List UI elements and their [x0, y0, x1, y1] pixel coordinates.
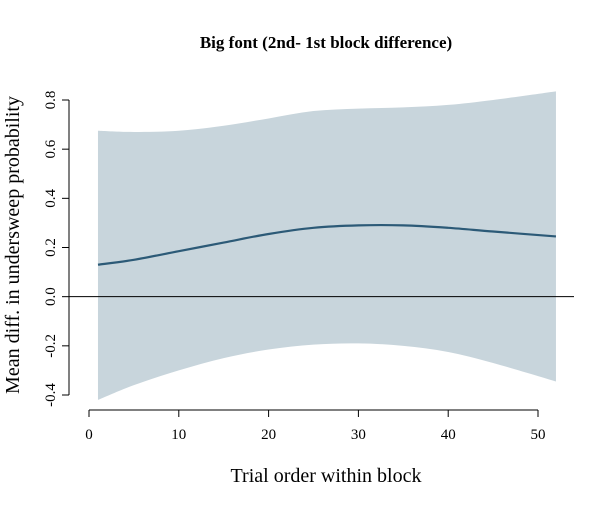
y-tick-label: 0.6	[43, 139, 59, 158]
x-tick-label: 50	[531, 427, 546, 443]
y-axis-label: Mean diff. in undersweep probability	[2, 96, 24, 394]
y-tick-label: -0.2	[43, 334, 59, 358]
x-tick-label: 20	[261, 427, 276, 443]
x-tick-label: 0	[85, 427, 93, 443]
chart-title: Big font (2nd- 1st block difference)	[200, 33, 452, 52]
y-tick-label: 0.2	[43, 238, 59, 257]
x-axis-label: Trial order within block	[231, 465, 422, 487]
y-tick-label: 0.8	[43, 91, 59, 110]
x-tick-label: 40	[441, 427, 456, 443]
y-tick-label: -0.4	[43, 383, 59, 407]
confidence-band	[97, 91, 556, 400]
axes: 0 10 20 30 40 50 -0.4 -0.2 0.0 0.2 0.4 0.6 0.8	[43, 91, 546, 443]
plot-area	[69, 91, 574, 400]
x-tick-label: 10	[171, 427, 186, 443]
x-tick-label: 30	[351, 427, 366, 443]
y-tick-label: 0.0	[43, 287, 59, 306]
y-tick-label: 0.4	[43, 188, 59, 207]
mean-difference-line	[97, 223, 557, 266]
